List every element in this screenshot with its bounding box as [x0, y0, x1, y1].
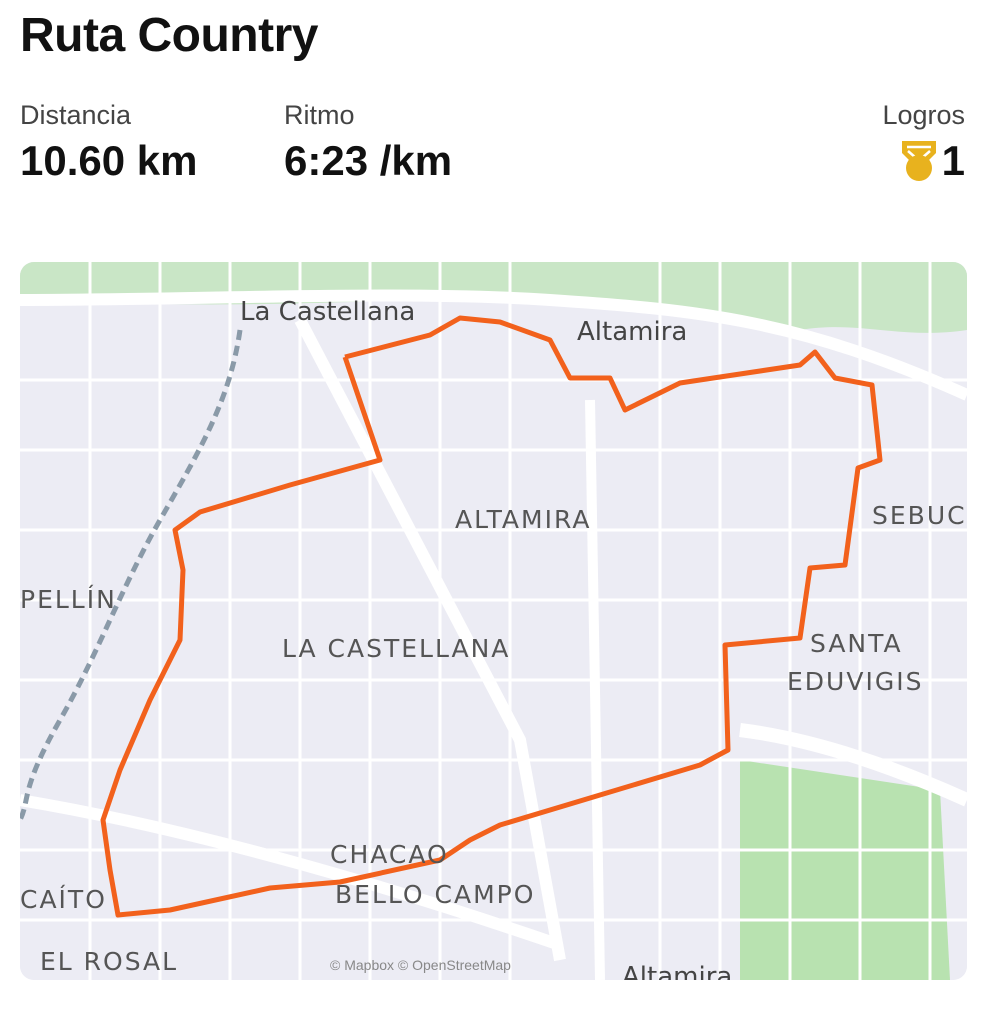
- map-label: CAÍTO: [20, 885, 107, 914]
- stat-label: Ritmo: [284, 100, 355, 130]
- map-label: Altamira: [577, 317, 687, 347]
- map-label: BELLO CAMPO: [335, 880, 535, 909]
- park-area: [740, 760, 950, 980]
- stat-distance: Distancia 10.60 km: [20, 100, 197, 185]
- map-label: La Castellana: [240, 297, 415, 327]
- achievement-count: 1: [941, 137, 965, 184]
- river: [20, 329, 243, 822]
- activity-title: Ruta Country: [20, 9, 318, 62]
- stat-pace: Ritmo 6:23 /km: [284, 100, 452, 185]
- stat-value: 6:23 /km: [284, 137, 453, 184]
- map-label: EDUVIGIS: [787, 667, 923, 696]
- stat-value: 10.60 km: [20, 137, 198, 184]
- map-label: Altamira: [622, 962, 732, 980]
- activity-route: [100, 315, 883, 918]
- map-label: CHACAO: [330, 840, 449, 869]
- map-label: SANTA: [810, 629, 903, 658]
- map-label: ALTAMIRA: [455, 505, 591, 534]
- map-label: PELLÍN: [20, 585, 117, 614]
- stat-label: Logros: [882, 100, 965, 130]
- medal-icon: [901, 141, 936, 181]
- map-canvas: La Castellana Altamira ALTAMIRA SEBUC PE…: [20, 262, 967, 980]
- map-label: SEBUC: [872, 501, 967, 530]
- map-label: LA CASTELLANA: [282, 634, 510, 663]
- stat-label: Distancia: [20, 100, 132, 130]
- route-map[interactable]: La Castellana Altamira ALTAMIRA SEBUC PE…: [20, 262, 967, 980]
- map-attribution[interactable]: © Mapbox © OpenStreetMap: [330, 957, 511, 973]
- map-label: EL ROSAL: [40, 947, 178, 976]
- stat-achievements[interactable]: Logros 1: [882, 100, 965, 185]
